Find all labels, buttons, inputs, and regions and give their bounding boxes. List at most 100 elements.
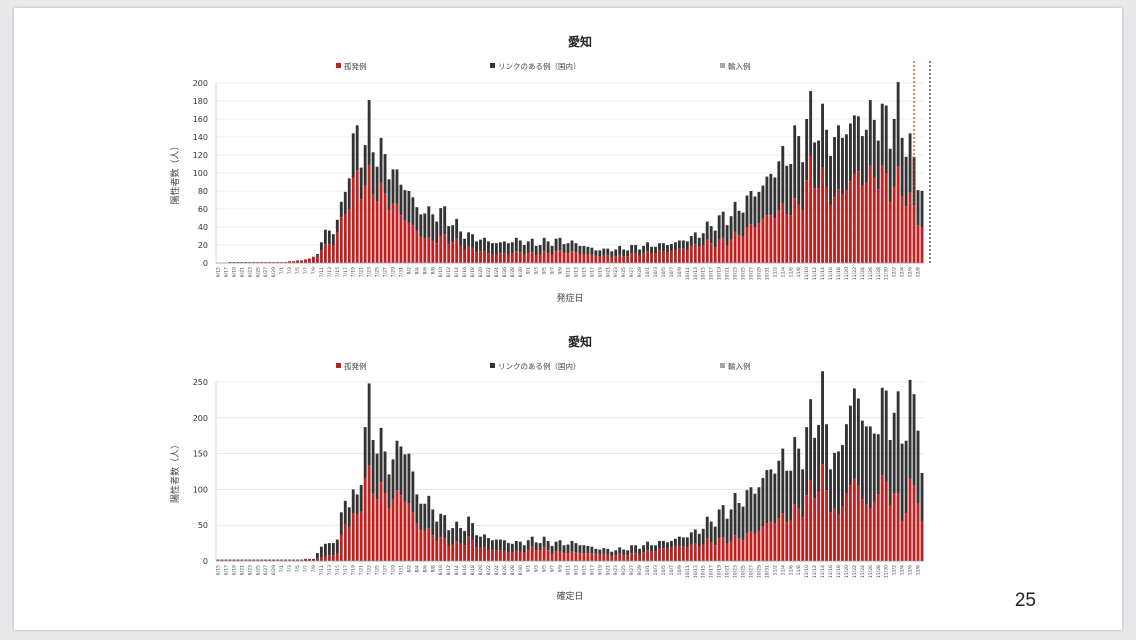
bar-solo — [475, 252, 478, 263]
x-tick-label: 9/15 — [581, 267, 587, 277]
bar-linked — [817, 424, 821, 493]
x-tick-label: 10/7 — [669, 565, 675, 575]
bar-linked — [693, 232, 697, 245]
x-tick-label: 8/6 — [422, 565, 428, 572]
bar-solo — [908, 192, 912, 263]
bar-linked — [447, 530, 451, 546]
chart-title: 愛知 — [568, 334, 592, 349]
bar-linked — [701, 528, 705, 545]
bar-linked — [908, 133, 912, 193]
x-tick-label: 11/12 — [812, 267, 818, 280]
bar-solo — [479, 548, 482, 561]
bar-solo — [777, 518, 781, 561]
legend-swatch-solo — [336, 63, 341, 68]
slide: 愛知 孤発例 リンクのある例（国内） 輸入例 0 20 40 60 80 100 120 140 160… — [14, 8, 1122, 630]
bar-linked — [642, 245, 646, 254]
bar-solo — [741, 236, 745, 263]
bar-linked — [383, 154, 387, 194]
bar-linked — [805, 119, 809, 181]
bar-linked — [618, 245, 622, 255]
bar-linked — [514, 237, 518, 252]
bar-linked — [908, 379, 912, 479]
bar-linked — [518, 541, 522, 551]
bar-solo — [395, 490, 399, 561]
bar-linked — [391, 459, 395, 500]
legend: 孤発例 リンクのある例（国内） 輸入例 — [336, 361, 751, 371]
bar-linked — [642, 545, 646, 553]
bar-linked — [343, 500, 347, 525]
x-tick-label: 11/10 — [804, 565, 810, 578]
bar-linked — [467, 516, 470, 537]
bar-solo — [510, 253, 514, 263]
bar-linked — [240, 262, 244, 263]
bar-solo — [423, 530, 427, 561]
bar-linked — [439, 208, 443, 236]
bar-linked — [387, 179, 391, 210]
y-tick-label: 100 — [193, 169, 208, 178]
bar-solo — [419, 236, 423, 263]
bars — [228, 82, 924, 263]
bar-solo — [526, 253, 530, 263]
bar-linked — [451, 225, 455, 243]
bar-solo — [546, 550, 550, 561]
x-tick-label: 8/28 — [510, 267, 516, 277]
bar-solo — [558, 250, 562, 263]
bar-linked — [375, 453, 379, 500]
bar-linked — [829, 155, 832, 205]
y-tick-label: 200 — [193, 414, 208, 423]
bar-linked — [339, 512, 343, 535]
bar-linked — [224, 559, 228, 561]
bar-linked — [630, 245, 634, 254]
bar-solo — [765, 523, 769, 561]
bar-linked — [574, 243, 578, 253]
bar-linked — [920, 191, 924, 227]
bar-linked — [312, 256, 315, 258]
bar-solo — [383, 193, 387, 263]
bar-linked — [606, 248, 610, 256]
x-tick-label: 7/9 — [311, 267, 317, 274]
x-tick-label: 7/7 — [303, 267, 309, 274]
bar-linked — [662, 243, 665, 252]
bar-solo — [514, 551, 518, 561]
bar-solo — [761, 526, 765, 561]
bar-linked — [646, 541, 649, 551]
x-tick-label: 7/1 — [279, 565, 285, 572]
bar-solo — [347, 526, 351, 561]
bar-solo — [868, 508, 872, 561]
bar-solo — [785, 214, 789, 263]
bar-solo — [494, 550, 498, 561]
x-tick-label: 11/22 — [852, 565, 858, 578]
x-tick-label: 9/23 — [613, 565, 619, 575]
x-tick-label: 10/3 — [653, 267, 659, 277]
x-axis: 6/15 6/17 6/19 6/21 6/23 6/25 6/27 6/29 7/1 7/3 7/… — [215, 565, 921, 578]
bar-solo — [570, 251, 574, 263]
chart-title: 愛知 — [568, 34, 592, 49]
bar-solo — [821, 167, 824, 263]
bar-linked — [228, 262, 232, 263]
bar-solo — [630, 253, 634, 263]
bar-solo — [693, 543, 697, 561]
bar-linked — [590, 247, 594, 255]
bar-solo — [705, 239, 709, 263]
bar-solo — [896, 166, 900, 263]
bar-solo — [634, 253, 638, 263]
bar-solo — [316, 255, 319, 263]
bar-solo — [399, 215, 403, 263]
bar-linked — [673, 242, 677, 251]
bar-linked — [248, 559, 252, 561]
x-tick-label: 11/12 — [812, 565, 818, 578]
bar-linked — [765, 176, 769, 216]
x-tick-label: 11/28 — [876, 565, 882, 578]
bar-solo — [729, 540, 733, 561]
bar-solo — [319, 557, 323, 561]
x-tick-label: 12/8 — [916, 267, 922, 277]
y-tick-label: 180 — [193, 97, 208, 106]
x-tick-label: 12/2 — [892, 565, 898, 575]
bar-linked — [841, 137, 844, 195]
bar-linked — [510, 543, 514, 553]
bar-linked — [371, 152, 375, 195]
bar-solo — [582, 553, 586, 561]
x-tick-label: 7/29 — [391, 565, 397, 575]
bar-linked — [904, 156, 908, 207]
bar-solo — [343, 214, 347, 263]
